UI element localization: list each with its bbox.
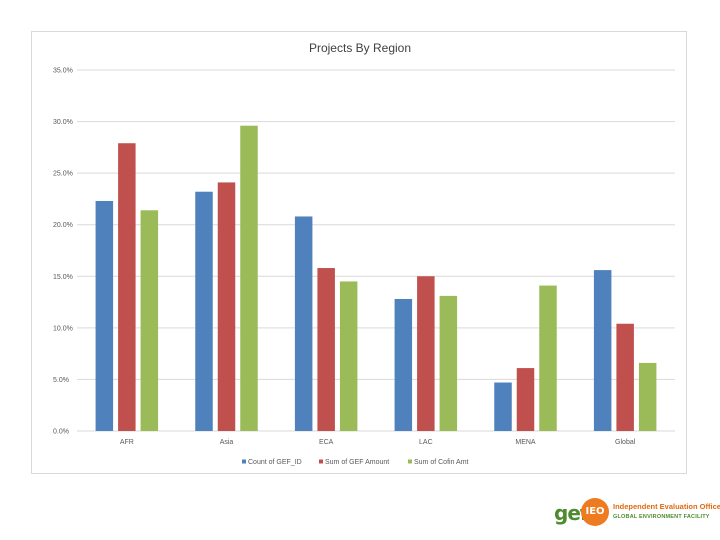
y-tick-label: 35.0% [53, 68, 73, 75]
bar-eca-series-1 [294, 216, 313, 431]
bar-global-series-3 [638, 362, 657, 431]
logo-office-name: Independent Evaluation Office [613, 502, 720, 511]
y-tick-label: 0.0% [53, 429, 69, 436]
y-tick-label: 20.0% [53, 222, 73, 229]
bar-chart: Projects By Region 0.0% 5.0% 10.0% 15.0% 20.… [53, 41, 675, 466]
bar-mena-series-2 [516, 368, 535, 431]
y-tick-label: 15.0% [53, 274, 73, 281]
y-tick-label: 30.0% [53, 119, 73, 126]
category-label: LAC [419, 439, 433, 446]
bar-eca-series-3 [339, 281, 358, 431]
legend-entry: Sum of Cofin Amt [414, 459, 469, 466]
bar-mena-series-1 [494, 382, 512, 431]
bar-lac-series-2 [417, 276, 435, 431]
y-tick-label: 10.0% [53, 325, 73, 332]
logo-facility-name: GLOBAL ENVIRONMENT FACILITY [613, 514, 710, 520]
category-label: MENA [515, 439, 536, 446]
bars [95, 125, 657, 431]
y-tick-label: 25.0% [53, 171, 73, 178]
legend: Count of GEF_ID Sum of GEF Amount Sum of C… [242, 459, 469, 466]
category-label: ECA [319, 439, 334, 446]
bar-asia-series-2 [217, 182, 236, 431]
bar-lac-series-1 [394, 298, 413, 431]
bar-lac-series-3 [439, 295, 458, 431]
category-label: Asia [220, 439, 234, 446]
logo-ieo-badge: IEO [581, 498, 609, 526]
gridlines [77, 69, 675, 432]
chart-area: Projects By Region 0.0% 5.0% 10.0% 15.0% 20.… [31, 31, 687, 474]
legend-swatch [408, 459, 412, 464]
chart-title: Projects By Region [309, 41, 411, 55]
bar-eca-series-2 [317, 268, 335, 431]
legend-entry: Sum of GEF Amount [325, 459, 389, 466]
bar-asia-series-3 [240, 125, 258, 431]
bar-afr-series-3 [140, 210, 159, 431]
bar-mena-series-3 [539, 285, 557, 431]
bar-asia-series-1 [195, 191, 213, 431]
legend-swatch [242, 459, 246, 464]
category-label: AFR [120, 439, 134, 446]
y-axis-ticks: 0.0% 5.0% 10.0% 15.0% 20.0% 25.0% 30.0% 35.0% [53, 68, 73, 436]
category-label: Global [615, 439, 636, 446]
y-tick-label: 5.0% [53, 377, 69, 384]
legend-swatch [319, 459, 323, 464]
x-axis-categories: AFR Asia ECA LAC MENA Global [120, 439, 636, 446]
bar-afr-series-1 [95, 200, 114, 431]
bar-global-series-2 [616, 323, 634, 431]
gef-ieo-logo: gef IEO Independent Evaluation Office GL… [552, 497, 720, 531]
bar-afr-series-2 [118, 143, 136, 431]
bar-global-series-1 [593, 270, 612, 431]
legend-entry: Count of GEF_ID [248, 459, 302, 466]
